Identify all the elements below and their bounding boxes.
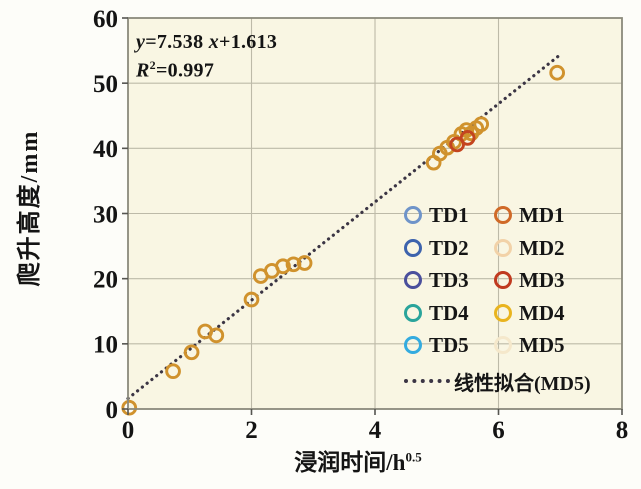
x-axis-tick-label: 8 <box>616 417 629 444</box>
legend-item-md5: MD5 <box>494 333 584 358</box>
data-point <box>165 363 181 380</box>
legend-circle-icon <box>494 304 512 322</box>
legend-label: TD5 <box>429 332 469 357</box>
legend-item-md3: MD3 <box>494 268 584 293</box>
legend-item-td3: TD3 <box>404 268 494 293</box>
data-point <box>208 327 225 344</box>
y-axis-tick-label: 40 <box>93 136 118 163</box>
legend-row: TD2 MD2 <box>404 232 584 264</box>
legend-item-md4: MD4 <box>494 301 584 326</box>
x-axis-tick-label: 4 <box>369 417 382 444</box>
data-point <box>296 255 313 271</box>
legend-row: TD1 MD1 <box>404 199 584 231</box>
linear-fit-line <box>126 51 564 401</box>
legend-circle-icon <box>494 271 512 289</box>
data-point <box>243 291 260 308</box>
legend-label: MD1 <box>519 202 565 227</box>
data-point <box>121 399 138 416</box>
legend-item-td2: TD2 <box>404 236 494 261</box>
data-point <box>549 64 566 81</box>
legend-row: TD4 MD4 <box>404 297 584 329</box>
legend-item-td1: TD1 <box>404 203 494 228</box>
y-axis-tick-label: 0 <box>106 397 119 424</box>
fit-equation: y=7.538 x+1.613 R2=0.997 <box>136 31 277 83</box>
legend-row: TD3 MD3 <box>404 264 584 296</box>
legend-circle-icon <box>494 239 512 257</box>
x-axis-tick-label: 6 <box>492 417 505 444</box>
legend-label: TD2 <box>429 235 469 260</box>
legend-label: MD3 <box>519 267 565 292</box>
y-axis-tick-label: 50 <box>93 71 118 98</box>
legend-label: TD1 <box>429 202 469 227</box>
legend-item-linear-fit: 线性拟合(MD5) <box>404 365 591 397</box>
equation-line: y=7.538 x+1.613 <box>136 31 278 53</box>
data-point <box>285 256 302 273</box>
legend-label: MD5 <box>519 332 565 357</box>
legend-label: MD4 <box>519 300 565 325</box>
legend-label: TD4 <box>429 300 469 325</box>
y-axis-tick-label: 30 <box>93 201 118 228</box>
data-point <box>275 258 291 275</box>
x-axis-title: 浸润时间/h0.5 <box>294 449 422 475</box>
y-axis-title: 爬升高度/mm <box>17 129 43 287</box>
data-point <box>459 130 476 146</box>
legend-circle-icon <box>404 206 422 224</box>
legend-circle-icon <box>404 304 422 322</box>
legend-circle-icon <box>494 206 512 224</box>
legend-circle-icon <box>494 336 512 354</box>
legend-item-td4: TD4 <box>404 301 494 326</box>
legend-label: MD2 <box>519 235 565 260</box>
legend-circle-icon <box>404 239 422 257</box>
y-axis-tick-label: 10 <box>93 332 118 359</box>
legend-item-td5: TD5 <box>404 333 494 358</box>
x-axis-tick-label: 2 <box>245 417 258 444</box>
dotted-line-icon <box>404 379 450 383</box>
legend-label: 线性拟合(MD5) <box>454 372 591 395</box>
data-point <box>183 344 200 361</box>
legend-row: TD5 MD5 <box>404 329 584 361</box>
legend-circle-icon <box>404 271 422 289</box>
r-squared-line: R2=0.997 <box>136 58 215 82</box>
legend-circle-icon <box>404 336 422 354</box>
data-point <box>473 116 490 133</box>
y-axis-tick-label: 60 <box>93 6 118 33</box>
legend-label: TD3 <box>429 267 469 292</box>
x-axis-tick-label: 0 <box>122 417 135 444</box>
legend-item-md1: MD1 <box>494 203 584 228</box>
y-axis-tick-label: 20 <box>93 266 118 293</box>
legend-item-md2: MD2 <box>494 236 584 261</box>
